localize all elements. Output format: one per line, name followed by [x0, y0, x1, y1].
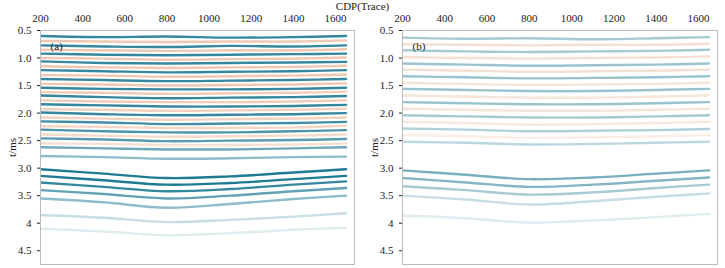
svg-text:(b): (b)	[413, 40, 426, 53]
svg-text:1000: 1000	[561, 12, 584, 24]
svg-text:3.0: 3.0	[380, 162, 394, 174]
svg-text:600: 600	[117, 12, 134, 24]
svg-text:400: 400	[437, 12, 454, 24]
svg-text:800: 800	[521, 12, 538, 24]
svg-text:200: 200	[32, 12, 49, 24]
svg-text:1200: 1200	[603, 12, 626, 24]
svg-text:2.5: 2.5	[18, 134, 32, 146]
svg-text:1.5: 1.5	[380, 79, 394, 91]
svg-text:1.0: 1.0	[18, 52, 32, 64]
svg-text:4.5: 4.5	[18, 244, 32, 256]
svg-text:4: 4	[26, 217, 32, 229]
svg-text:1600: 1600	[687, 12, 710, 24]
svg-text:t/ms: t/ms	[368, 138, 380, 157]
svg-text:1400: 1400	[645, 12, 668, 24]
svg-text:1200: 1200	[240, 12, 263, 24]
svg-text:200: 200	[394, 12, 411, 24]
svg-text:800: 800	[159, 12, 176, 24]
svg-text:2.5: 2.5	[380, 134, 394, 146]
svg-text:(a): (a)	[51, 40, 64, 53]
svg-text:3.5: 3.5	[18, 189, 32, 201]
svg-text:t/ms: t/ms	[6, 138, 18, 157]
svg-text:1.0: 1.0	[380, 52, 394, 64]
svg-text:3.5: 3.5	[380, 189, 394, 201]
svg-text:0.5: 0.5	[380, 24, 394, 36]
svg-text:4.5: 4.5	[380, 244, 394, 256]
svg-text:1000: 1000	[198, 12, 221, 24]
html-text:CDP(Trace): CDP(Trace)	[335, 0, 390, 12]
svg-text:600: 600	[479, 12, 496, 24]
svg-text:1400: 1400	[282, 12, 305, 24]
svg-text:4: 4	[388, 217, 394, 229]
svg-text:1600: 1600	[325, 12, 348, 24]
svg-text:2.0: 2.0	[380, 107, 394, 119]
svg-text:400: 400	[74, 12, 91, 24]
svg-text:3.0: 3.0	[18, 162, 32, 174]
svg-text:0.5: 0.5	[18, 24, 32, 36]
svg-text:2.0: 2.0	[18, 107, 32, 119]
svg-text:1.5: 1.5	[18, 79, 32, 91]
